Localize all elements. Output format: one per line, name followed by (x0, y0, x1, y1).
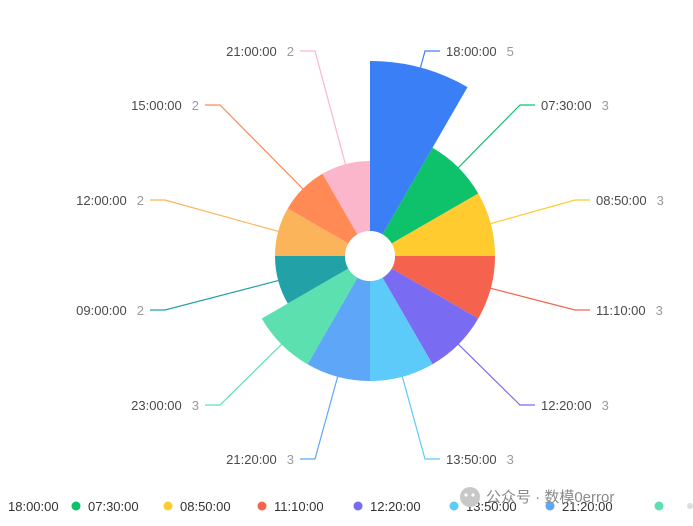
legend-label: 21:20:00 (562, 499, 613, 514)
slice-label-18-00-00: 18:00:00 5 (446, 44, 514, 59)
slice-label-21-20-00: 21:20:00 3 (226, 452, 294, 467)
legend-item-12-20-00[interactable]: 12:20:00 (353, 499, 421, 514)
legend-label: 13:50:00 (466, 499, 517, 514)
legend-label: 11:10:00 (274, 499, 324, 514)
legend-label: 07:30:00 (88, 499, 139, 514)
legend-marker (71, 501, 81, 511)
rose-slice-08-50-00[interactable] (391, 193, 495, 257)
watermark-text: 公众号 · 数模0error (486, 489, 614, 506)
legend-label: 18:00:00 (8, 499, 59, 514)
rose-slice-12-20-00[interactable] (382, 268, 479, 365)
legend-item-07-30-00[interactable]: 07:30:00 (71, 499, 139, 514)
leader-line-09-00-00 (150, 278, 283, 311)
slice-label-13-50-00: 13:50:00 3 (446, 452, 514, 467)
rose-slices (261, 61, 495, 381)
rose-slice-07-30-00[interactable] (382, 147, 479, 244)
leader-line-08-50-00 (486, 199, 590, 226)
legend-marker-partial (687, 503, 693, 509)
legend-label: 08:50:00 (180, 499, 231, 514)
leader-line-13-50-00 (400, 372, 440, 460)
leader-line-21-20-00 (300, 372, 340, 460)
leader-line-07-30-00 (455, 104, 535, 171)
rose-slice-11-10-00[interactable] (391, 256, 495, 319)
legend-marker (257, 501, 267, 511)
rose-slice-09-00-00[interactable] (275, 256, 349, 304)
legend-marker (545, 501, 555, 511)
leader-lines (150, 50, 590, 460)
slice-labels: 18:00:00 5 07:30:00 3 08:50:00 3 11:10:00 3 12:2… (76, 44, 664, 467)
legend-item-18-00-00[interactable]: 18:00:00 (8, 499, 59, 514)
slice-label-12-00-00: 12:00:00 2 (76, 193, 144, 208)
legend: 18:00:00 07:30:00 08:50:00 11:10:00 12:20:00… (8, 499, 693, 514)
slice-label-09-00-00: 09:00:00 2 (76, 303, 144, 318)
slice-label-12-20-00: 12:20:00 3 (541, 398, 609, 413)
legend-item-21-20-00[interactable]: 21:20:00 (545, 499, 613, 514)
legend-marker-23-00-00[interactable] (654, 501, 664, 511)
rose-slice-21-00-00[interactable] (322, 161, 371, 235)
legend-marker (353, 501, 363, 511)
legend-item-08-50-00[interactable]: 08:50:00 (163, 499, 231, 514)
leader-line-12-00-00 (150, 199, 283, 234)
slice-label-15-00-00: 15:00:00 2 (131, 98, 199, 113)
rose-slice-18-00-00[interactable] (370, 61, 468, 235)
legend-label: 12:20:00 (370, 499, 421, 514)
rose-slice-12-00-00[interactable] (275, 208, 349, 257)
wechat-icon (460, 487, 480, 507)
rose-slice-23-00-00[interactable] (261, 268, 358, 365)
slice-label-21-00-00: 21:00:00 2 (226, 44, 294, 59)
legend-marker (449, 501, 459, 511)
slice-label-11-10-00: 11:10:00 3 (596, 303, 663, 318)
slice-label-08-50-00: 08:50:00 3 (596, 193, 664, 208)
legend-item-11-10-00[interactable]: 11:10:00 (257, 499, 324, 514)
leader-line-21-00-00 (300, 50, 348, 169)
slice-label-07-30-00: 07:30:00 3 (541, 98, 609, 113)
rose-slice-13-50-00[interactable] (370, 277, 433, 381)
watermark: 公众号 · 数模0error (460, 487, 614, 507)
center-hole (345, 231, 395, 281)
leader-line-11-10-00 (486, 286, 590, 311)
rose-slice-21-20-00[interactable] (307, 277, 371, 381)
leader-line-15-00-00 (205, 104, 307, 193)
leader-line-12-20-00 (455, 341, 535, 406)
leader-line-23-00-00 (205, 341, 285, 406)
leader-line-18-00-00 (418, 50, 440, 72)
legend-item-13-50-00[interactable]: 13:50:00 (449, 499, 517, 514)
legend-marker (163, 501, 173, 511)
slice-label-23-00-00: 23:00:00 3 (131, 398, 199, 413)
